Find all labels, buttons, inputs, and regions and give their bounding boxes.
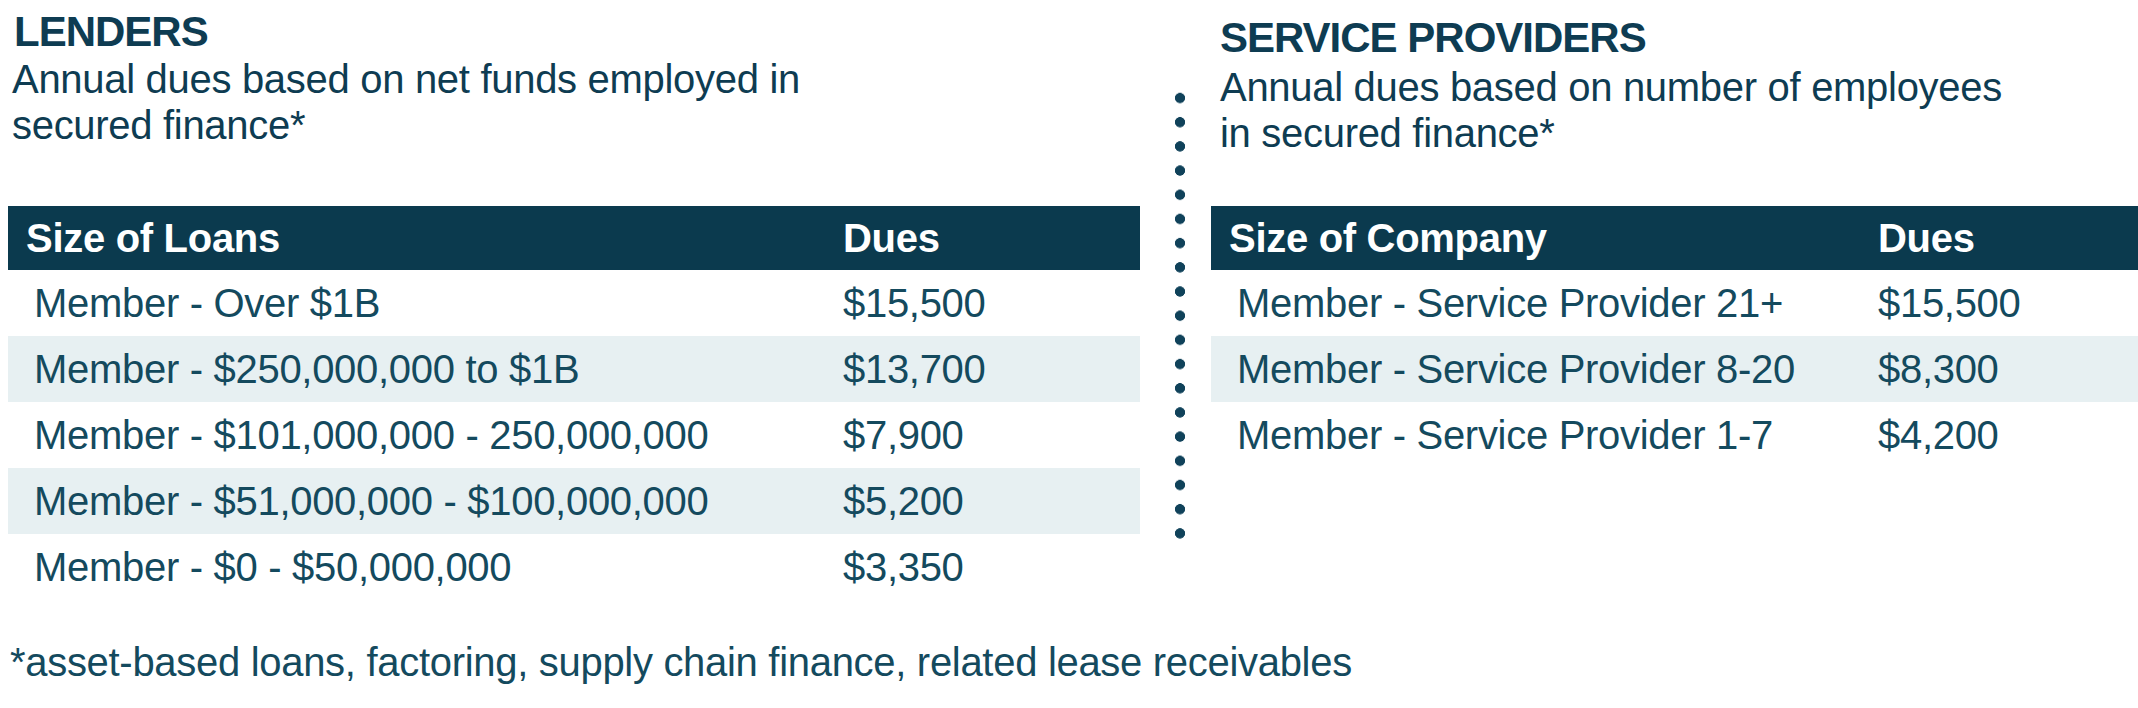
service-providers-subtitle: Annual dues based on number of employees… [1220,64,2002,156]
row-label: Member - $101,000,000 - 250,000,000 [8,413,708,458]
lenders-dues-table: Size of Loans Dues Member - Over $1B $15… [8,206,1140,600]
table-row: Member - Service Provider 21+ $15,500 [1211,270,2138,336]
row-dues-value: $15,500 [843,281,986,326]
lenders-subtitle: Annual dues based on net funds employed … [12,56,800,148]
service-providers-dues-table: Size of Company Dues Member - Service Pr… [1211,206,2138,468]
row-label: Member - Service Provider 21+ [1211,281,1783,326]
table-row: Member - $0 - $50,000,000 $3,350 [8,534,1140,600]
table-row: Member - $51,000,000 - $100,000,000 $5,2… [8,468,1140,534]
row-dues-value: $5,200 [843,479,964,524]
row-label: Member - $250,000,000 to $1B [8,347,579,392]
row-label: Member - $51,000,000 - $100,000,000 [8,479,708,524]
lenders-section-title: LENDERS [14,8,208,56]
row-dues-value: $4,200 [1878,413,1999,458]
lenders-column-header-size-of-loans: Size of Loans [8,216,280,261]
table-row: Member - Over $1B $15,500 [8,270,1140,336]
lenders-table-header-row: Size of Loans Dues [8,206,1140,270]
table-row: Member - Service Provider 1-7 $4,200 [1211,402,2138,468]
service-providers-section-title: SERVICE PROVIDERS [1220,14,1646,62]
section-divider-dotted-line [1174,86,1186,546]
service-providers-table-header-row: Size of Company Dues [1211,206,2138,270]
row-dues-value: $13,700 [843,347,986,392]
service-providers-subtitle-line2: in secured finance* [1220,110,2002,156]
service-providers-column-header-dues: Dues [1878,216,1975,261]
row-label: Member - Over $1B [8,281,380,326]
table-row: Member - $250,000,000 to $1B $13,700 [8,336,1140,402]
table-row: Member - Service Provider 8-20 $8,300 [1211,336,2138,402]
service-providers-subtitle-line1: Annual dues based on number of employees [1220,64,2002,110]
row-dues-value: $8,300 [1878,347,1999,392]
lenders-subtitle-line1: Annual dues based on net funds employed … [12,56,800,102]
lenders-column-header-dues: Dues [843,216,940,261]
table-row: Member - $101,000,000 - 250,000,000 $7,9… [8,402,1140,468]
service-providers-column-header-size-of-company: Size of Company [1211,216,1547,261]
row-dues-value: $15,500 [1878,281,2021,326]
row-label: Member - Service Provider 1-7 [1211,413,1773,458]
footnote-asterisk-definition: *asset-based loans, factoring, supply ch… [10,640,1352,685]
row-dues-value: $3,350 [843,545,964,590]
row-dues-value: $7,900 [843,413,964,458]
row-label: Member - Service Provider 8-20 [1211,347,1795,392]
lenders-subtitle-line2: secured finance* [12,102,800,148]
row-label: Member - $0 - $50,000,000 [8,545,511,590]
